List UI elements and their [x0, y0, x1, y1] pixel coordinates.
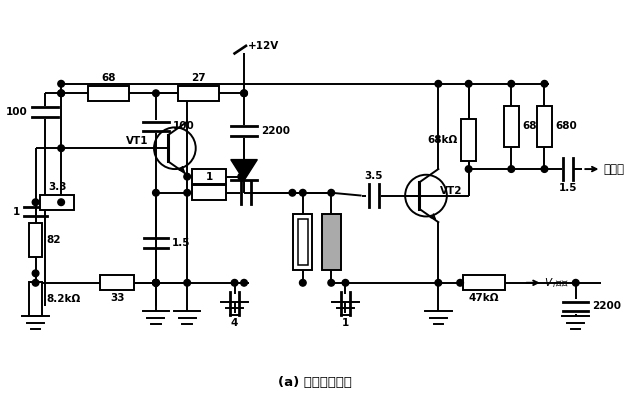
Text: $V_T$调谐: $V_T$调谐: [544, 276, 569, 290]
Circle shape: [58, 81, 65, 87]
Text: (a) 本机振荡电路: (a) 本机振荡电路: [278, 376, 352, 389]
Bar: [322, 213, 340, 271]
Text: 27: 27: [191, 73, 206, 83]
Text: 68: 68: [102, 73, 116, 83]
Circle shape: [241, 90, 248, 97]
Text: 47kΩ: 47kΩ: [468, 293, 499, 303]
Text: 1.5: 1.5: [172, 238, 191, 248]
Text: 33: 33: [110, 293, 124, 303]
Text: VT2: VT2: [440, 186, 463, 196]
Text: 1.5: 1.5: [559, 183, 577, 193]
Circle shape: [152, 90, 159, 97]
Circle shape: [435, 279, 441, 286]
Text: 82: 82: [46, 235, 60, 245]
Circle shape: [58, 199, 65, 205]
Circle shape: [328, 279, 335, 286]
Circle shape: [152, 279, 159, 286]
Bar: [40, 195, 75, 210]
Circle shape: [184, 279, 191, 286]
Text: 1: 1: [342, 318, 349, 328]
Circle shape: [238, 173, 245, 180]
Circle shape: [58, 145, 65, 152]
Text: 2200: 2200: [592, 302, 621, 312]
Circle shape: [300, 190, 306, 196]
Circle shape: [541, 166, 548, 172]
Circle shape: [508, 166, 515, 172]
Circle shape: [231, 279, 238, 286]
Bar: [461, 119, 477, 160]
Circle shape: [152, 190, 159, 196]
Bar: [293, 213, 312, 271]
Text: 2200: 2200: [261, 126, 290, 136]
Bar: [192, 185, 226, 200]
Text: 100: 100: [6, 107, 28, 117]
Bar: [298, 219, 308, 265]
Circle shape: [508, 81, 515, 87]
Circle shape: [241, 90, 248, 97]
Polygon shape: [231, 160, 257, 180]
Circle shape: [328, 190, 335, 196]
Text: VT1: VT1: [126, 136, 149, 146]
Circle shape: [457, 279, 463, 286]
Circle shape: [541, 81, 548, 87]
Bar: [88, 86, 129, 101]
Text: 4: 4: [231, 318, 238, 328]
Bar: [100, 275, 134, 290]
Bar: [29, 282, 42, 316]
Circle shape: [300, 279, 306, 286]
Circle shape: [184, 190, 191, 196]
Circle shape: [289, 190, 296, 196]
Circle shape: [32, 199, 39, 205]
Text: 1: 1: [206, 172, 213, 182]
Circle shape: [465, 81, 472, 87]
Text: 3.5: 3.5: [365, 172, 383, 182]
Text: 8.2kΩ: 8.2kΩ: [46, 294, 80, 304]
Bar: [503, 106, 519, 147]
Circle shape: [184, 173, 191, 180]
Circle shape: [152, 279, 159, 286]
Circle shape: [241, 279, 248, 286]
Bar: [463, 275, 505, 290]
Text: 680: 680: [523, 121, 544, 131]
Text: 68kΩ: 68kΩ: [427, 135, 457, 145]
Circle shape: [152, 279, 159, 286]
Text: 3.3: 3.3: [48, 182, 66, 192]
Bar: [537, 106, 552, 147]
Circle shape: [58, 90, 65, 97]
Bar: [29, 223, 42, 257]
Bar: [192, 169, 226, 184]
Text: 100: 100: [173, 121, 195, 131]
Text: 680: 680: [556, 121, 577, 131]
Circle shape: [465, 166, 472, 172]
Circle shape: [152, 279, 159, 286]
Circle shape: [58, 90, 65, 97]
Text: 去混频: 去混频: [603, 162, 624, 176]
Text: 1: 1: [13, 207, 21, 217]
Circle shape: [435, 81, 441, 87]
Circle shape: [32, 279, 39, 286]
Bar: [177, 86, 219, 101]
Circle shape: [32, 270, 39, 277]
Circle shape: [572, 279, 579, 286]
Text: +12V: +12V: [248, 41, 279, 51]
Circle shape: [342, 279, 349, 286]
